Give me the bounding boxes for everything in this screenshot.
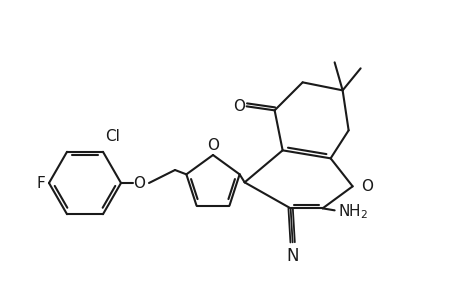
Text: NH$_2$: NH$_2$ xyxy=(337,202,367,221)
Text: O: O xyxy=(360,179,372,194)
Text: O: O xyxy=(232,99,244,114)
Text: F: F xyxy=(36,176,45,190)
Text: Cl: Cl xyxy=(105,129,120,144)
Text: O: O xyxy=(133,176,145,190)
Text: O: O xyxy=(207,138,218,153)
Text: N: N xyxy=(286,247,298,265)
